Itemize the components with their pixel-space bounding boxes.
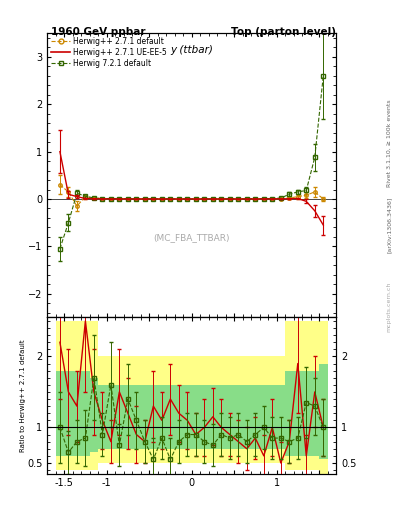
Text: 1960 GeV ppbar: 1960 GeV ppbar bbox=[51, 27, 145, 37]
Text: y (ttbar): y (ttbar) bbox=[170, 45, 213, 55]
Text: (MC_FBA_TTBAR): (MC_FBA_TTBAR) bbox=[153, 233, 230, 242]
Text: Rivet 3.1.10, ≥ 100k events: Rivet 3.1.10, ≥ 100k events bbox=[387, 99, 391, 187]
Text: mcplots.cern.ch: mcplots.cern.ch bbox=[387, 282, 391, 332]
Text: Top (parton level): Top (parton level) bbox=[231, 27, 336, 37]
Y-axis label: Ratio to Herwig++ 2.7.1 default: Ratio to Herwig++ 2.7.1 default bbox=[20, 339, 26, 452]
Legend: Herwig++ 2.7.1 default, Herwig++ 2.7.1 UE-EE-5, Herwig 7.2.1 default: Herwig++ 2.7.1 default, Herwig++ 2.7.1 U… bbox=[50, 35, 169, 70]
Text: [arXiv:1306.3436]: [arXiv:1306.3436] bbox=[387, 197, 391, 253]
